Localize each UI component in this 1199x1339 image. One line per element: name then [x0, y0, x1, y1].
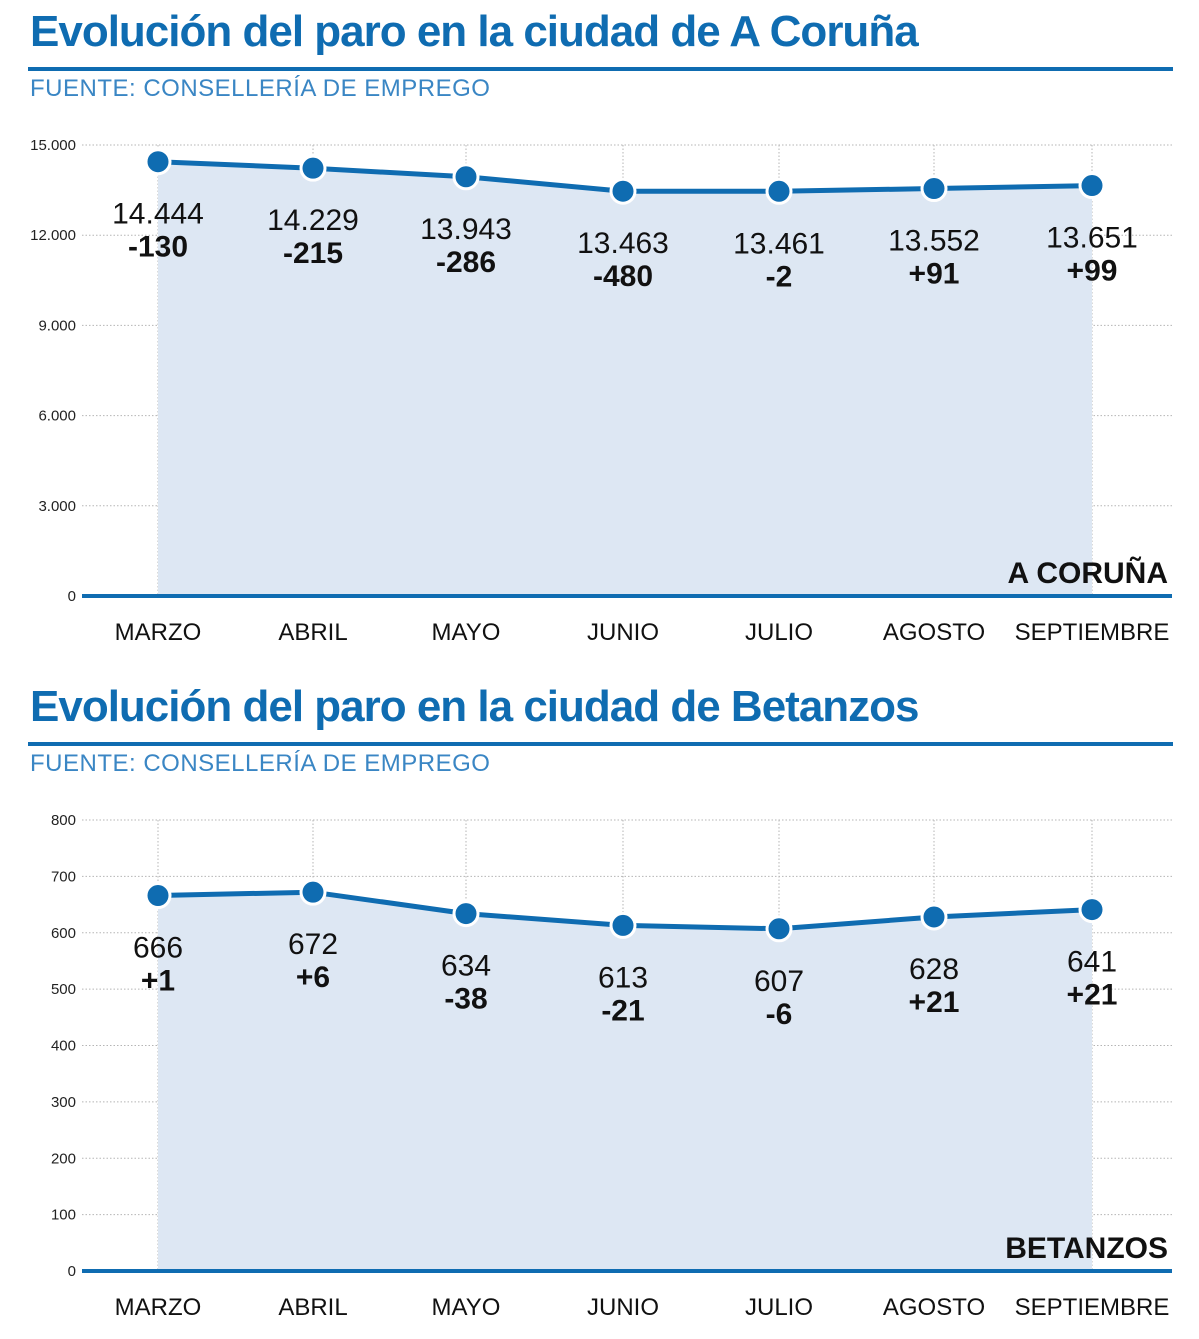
data-value-label: 641: [1067, 946, 1117, 979]
y-tick-label: 12.000: [30, 227, 76, 244]
x-tick-label: JULIO: [745, 1294, 813, 1321]
data-value-label: 628: [909, 953, 959, 986]
data-value-label: 13.651: [1046, 222, 1138, 255]
data-value-label: 666: [133, 932, 183, 965]
data-value-label: 14.229: [267, 204, 359, 237]
data-point: [452, 900, 480, 928]
x-tick-label: SEPTIEMBRE: [1015, 619, 1170, 646]
data-change-label: -38: [444, 983, 487, 1016]
series-label: A CORUÑA: [1007, 556, 1168, 590]
y-tick-label: 500: [51, 981, 76, 998]
chart-panel-betanzos: Evolución del paro en la ciudad de Betan…: [0, 675, 1199, 1339]
chart-title: Evolución del paro en la ciudad de Betan…: [30, 682, 920, 731]
y-tick-label: 6.000: [38, 408, 76, 425]
data-point: [920, 903, 948, 931]
data-change-label: -130: [128, 231, 188, 264]
data-change-label: +21: [909, 986, 960, 1019]
title-rule: [28, 67, 1173, 71]
data-change-label: -21: [601, 994, 644, 1027]
data-change-label: -215: [283, 237, 343, 270]
data-change-label: +1: [141, 965, 175, 998]
data-change-label: -2: [766, 260, 793, 293]
x-tick-label: AGOSTO: [883, 619, 985, 646]
y-tick-label: 600: [51, 925, 76, 942]
data-value-label: 13.463: [577, 227, 669, 260]
x-tick-label: AGOSTO: [883, 1294, 985, 1321]
area-fill: [158, 892, 1092, 1271]
y-tick-label: 100: [51, 1207, 76, 1224]
data-change-label: +6: [296, 961, 330, 994]
data-point: [765, 915, 793, 943]
chart-source: FUENTE: CONSELLERÍA DE EMPREGO: [30, 750, 491, 777]
data-point: [1078, 896, 1106, 924]
data-change-label: +99: [1067, 255, 1118, 288]
chart-source: FUENTE: CONSELLERÍA DE EMPREGO: [30, 75, 491, 102]
line-chart-coruna: 0 3.000 6.000 9.000 12.000 15.000 14.444-130 MA…: [30, 137, 1172, 646]
x-tick-label: JUNIO: [587, 1294, 659, 1321]
series-label: BETANZOS: [1005, 1232, 1168, 1265]
x-tick-label: MAYO: [432, 619, 501, 646]
data-point: [299, 154, 327, 182]
y-tick-label: 9.000: [38, 317, 76, 334]
x-tick-label: MARZO: [115, 1294, 202, 1321]
y-tick-label: 300: [51, 1094, 76, 1111]
title-rule: [28, 742, 1173, 746]
area-fill: [158, 161, 1092, 596]
data-point: [299, 878, 327, 906]
data-change-label: -6: [766, 998, 793, 1031]
data-value-label: 13.552: [888, 225, 980, 258]
x-tick-label: MAYO: [432, 1294, 501, 1321]
y-tick-label: 700: [51, 868, 76, 885]
chart-panel-coruna: Evolución del paro en la ciudad de A Cor…: [0, 0, 1199, 664]
x-tick-label: ABRIL: [278, 619, 347, 646]
data-point: [144, 882, 172, 910]
y-tick-label: 800: [51, 812, 76, 829]
y-tick-label: 3.000: [38, 498, 76, 515]
data-value-label: 14.444: [112, 198, 204, 231]
data-value-label: 613: [598, 961, 648, 994]
y-tick-label: 0: [68, 1263, 76, 1280]
data-point: [609, 911, 637, 939]
x-tick-label: ABRIL: [278, 1294, 347, 1321]
data-value-label: 634: [441, 950, 491, 983]
x-tick-label: MARZO: [115, 619, 202, 646]
data-change-label: -286: [436, 246, 496, 279]
data-value-label: 13.943: [420, 213, 512, 246]
x-tick-label: SEPTIEMBRE: [1015, 1294, 1170, 1321]
data-point: [452, 163, 480, 191]
data-value-label: 13.461: [733, 227, 825, 260]
data-point: [920, 175, 948, 203]
line-chart-betanzos: 0 100 200 300 400 500 600 700 800 666+1 MARZO 672+6…: [51, 812, 1172, 1321]
data-point: [144, 148, 172, 176]
data-point: [1078, 172, 1106, 200]
y-tick-label: 400: [51, 1038, 76, 1055]
data-value-label: 672: [288, 928, 338, 961]
x-tick-label: JULIO: [745, 619, 813, 646]
data-change-label: +21: [1067, 979, 1118, 1012]
data-point: [609, 177, 637, 205]
y-tick-label: 15.000: [30, 137, 76, 154]
data-point: [765, 177, 793, 205]
data-value-label: 607: [754, 965, 804, 998]
data-change-label: +91: [909, 258, 960, 291]
x-tick-label: JUNIO: [587, 619, 659, 646]
data-change-label: -480: [593, 260, 653, 293]
y-tick-label: 200: [51, 1150, 76, 1167]
y-tick-label: 0: [68, 588, 76, 605]
chart-title: Evolución del paro en la ciudad de A Cor…: [30, 7, 919, 56]
